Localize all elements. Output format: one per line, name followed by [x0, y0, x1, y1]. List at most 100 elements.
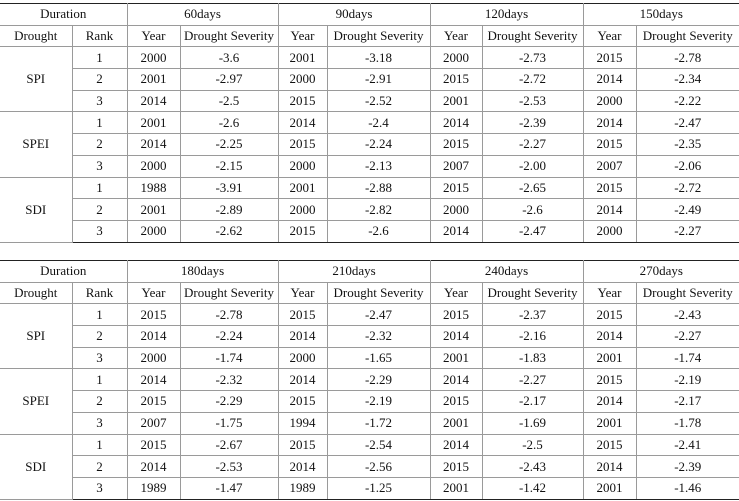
year: 2014 [429, 433, 483, 457]
year: 2001 [277, 176, 328, 200]
severity: -1.74 [635, 346, 739, 370]
header-row: Drought Rank Year Drought Severity Year Droug… [0, 281, 739, 305]
header-row: Duration 60days 90days 120days 150days [0, 3, 739, 26]
severity: -2.16 [481, 325, 584, 348]
column-header: Drought Severity [481, 281, 584, 305]
severity: -2.52 [326, 89, 431, 113]
data-row: SPEI 1 2001 -2.6 2014 -2.4 2014 -2.39 2014 -2.47 [0, 111, 739, 178]
severity: -2.19 [326, 390, 431, 413]
year: 2014 [277, 325, 328, 348]
year: 2014 [582, 390, 637, 413]
year: 2000 [277, 154, 328, 178]
rank: 3 [72, 219, 128, 243]
severity: -2.49 [635, 198, 739, 221]
data-row: SDI 1 1988 -3.91 2001 -2.88 2015 -2.65 2015 -2.72 [0, 176, 739, 243]
drought-index: SDI [0, 176, 73, 243]
rank: 1 [71, 46, 128, 70]
year: 1989 [126, 476, 181, 500]
year: 2014 [277, 111, 328, 135]
data-table: Duration 60days 90days 120days 150days Drough… [0, 3, 739, 243]
severity: -1.25 [326, 476, 431, 500]
severity: -2.34 [635, 68, 739, 91]
severity: -2.37 [481, 303, 584, 327]
column-header: Drought [0, 281, 73, 305]
rank: 3 [72, 346, 128, 370]
rank: 2 [72, 325, 128, 348]
column-header: Year [429, 281, 483, 305]
year: 2015 [277, 303, 328, 327]
data-row: SDI 1 2015 -2.67 2015 -2.54 2014 -2.5 2015 -2.41 [0, 433, 739, 500]
year: 2001 [126, 111, 181, 135]
data-row: 2 2014 -2.53 2014 -2.56 2015 -2.43 2014 -2.39 [0, 455, 739, 478]
drought-index: SPI [0, 303, 73, 370]
column-header: Drought Severity [481, 24, 584, 48]
severity: -2.17 [635, 390, 739, 413]
column-header: Year [582, 281, 637, 305]
year: 2015 [429, 303, 483, 327]
data-row: 3 2014 -2.5 2015 -2.52 2001 -2.53 2000 -2.22 [0, 89, 739, 113]
year: 2007 [582, 154, 637, 178]
severity: -2.53 [481, 89, 584, 113]
rank: 2 [72, 133, 128, 156]
severity: -2.17 [481, 390, 584, 413]
year: 2000 [126, 46, 181, 70]
drought-index: SPEI [0, 368, 73, 435]
column-header: Drought Severity [179, 24, 279, 48]
severity: -3.91 [179, 176, 279, 200]
severity: -3.18 [326, 46, 431, 70]
year: 2000 [582, 219, 637, 243]
year: 2015 [582, 46, 637, 70]
severity: -2.27 [481, 133, 584, 156]
severity: -2.39 [635, 455, 739, 478]
duration: 60days [126, 3, 279, 26]
severity: -2.24 [179, 325, 279, 348]
severity: -2.72 [481, 68, 584, 91]
severity: -2.24 [326, 133, 431, 156]
year: 2015 [277, 89, 328, 113]
severity: -2.32 [326, 325, 431, 348]
column-header: Drought Severity [635, 24, 739, 48]
year: 2007 [126, 411, 181, 435]
severity: -2.62 [179, 219, 279, 243]
column-header: Drought Severity [179, 281, 279, 305]
duration: 270days [582, 260, 739, 283]
year: 2015 [582, 303, 637, 327]
year: 2015 [429, 133, 483, 156]
year: 2014 [126, 133, 181, 156]
severity: -1.69 [481, 411, 584, 435]
year: 2014 [126, 89, 181, 113]
year: 1989 [277, 476, 328, 500]
data-row: 2 2001 -2.97 2000 -2.91 2015 -2.72 2014 -2.34 [0, 68, 739, 91]
year: 2001 [429, 346, 483, 370]
duration-header: Duration [0, 3, 128, 26]
year: 2001 [126, 198, 181, 221]
severity: -1.74 [179, 346, 279, 370]
duration: 120days [429, 3, 584, 26]
data-row: 3 2000 -1.74 2000 -1.65 2001 -1.83 2001 -1.74 [0, 346, 739, 370]
table-body: Duration 180days 210days 240days 270days Drou… [0, 260, 739, 500]
column-header: Rank [71, 281, 128, 305]
year: 2000 [126, 154, 181, 178]
data-row: 2 2014 -2.25 2015 -2.24 2015 -2.27 2015 -2.35 [0, 133, 739, 156]
year: 2014 [582, 68, 637, 91]
severity: -2.5 [179, 89, 279, 113]
severity: -1.83 [481, 346, 584, 370]
year: 1994 [277, 411, 328, 435]
severity: -2.47 [481, 219, 584, 243]
year: 2001 [277, 46, 328, 70]
year: 2015 [277, 433, 328, 457]
rank: 2 [72, 455, 128, 478]
severity: -2.6 [481, 198, 584, 221]
year: 2015 [582, 176, 637, 200]
column-header: Drought Severity [635, 281, 739, 305]
rank: 1 [71, 303, 128, 327]
column-header: Year [126, 24, 181, 48]
year: 2000 [277, 198, 328, 221]
data-row: SPEI 1 2014 -2.32 2014 -2.29 2014 -2.27 2015 -2.1… [0, 368, 739, 435]
severity: -1.47 [179, 476, 279, 500]
table-body: Duration 60days 90days 120days 150days Drough… [0, 3, 739, 243]
severity: -2.25 [179, 133, 279, 156]
severity: -2.47 [326, 303, 431, 327]
duration: 150days [582, 3, 739, 26]
rank: 3 [72, 411, 128, 435]
